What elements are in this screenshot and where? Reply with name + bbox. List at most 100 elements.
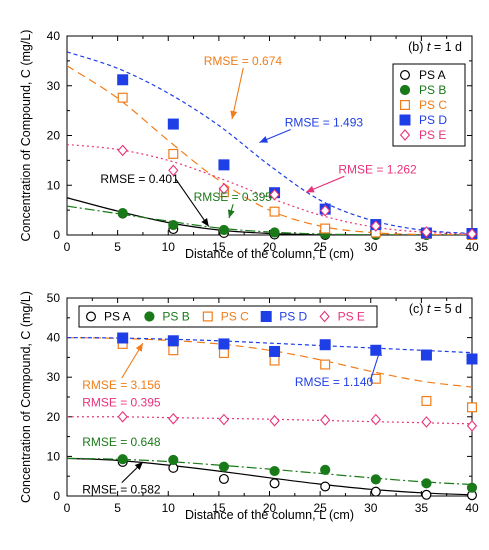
data-point-ps-d: [117, 74, 129, 86]
rmse-arrowhead: [375, 347, 382, 357]
rmse-arrowhead: [201, 217, 209, 227]
chart-panel-c: 0 5 10 15 20 25 30 35 40 0 10 20 30 40 50 Distance of t…: [19, 291, 479, 522]
x-tick-label: 30: [364, 501, 378, 515]
x-tick-label: 10: [162, 240, 176, 254]
x-tick-label: 20: [263, 240, 277, 254]
legend-marker-ps-c: [202, 311, 213, 322]
data-point-ps-d: [218, 159, 230, 171]
data-point-ps-b: [269, 465, 280, 477]
rmse-label: RMSE = 3.156: [82, 378, 161, 392]
x-tick-label: 0: [64, 501, 71, 515]
data-point-ps-a: [320, 481, 331, 492]
data-point-ps-c: [168, 148, 179, 159]
panel-letter: (c): [409, 302, 427, 316]
legend-entry: PS A: [104, 310, 131, 324]
fit-curve-ps-d: [67, 337, 472, 354]
data-point-ps-b: [117, 454, 128, 465]
data-point-ps-b: [370, 474, 381, 485]
data-point-ps-b: [269, 227, 280, 238]
fit-curves: [67, 337, 472, 496]
legend-marker-ps-d: [260, 311, 272, 322]
x-tick-label: 15: [212, 501, 226, 515]
time-variable: t: [427, 40, 431, 54]
annotations: RMSE = 3.156 RMSE = 0.395 RMSE = 1.140 RMSE…: [82, 342, 382, 497]
rmse-label: RMSE = 1.493: [285, 116, 364, 130]
rmse-label: RMSE = 1.140: [295, 375, 374, 389]
data-point-ps-d: [269, 345, 281, 357]
data-point-ps-e: [466, 420, 478, 432]
y-tick-label: 30: [47, 370, 61, 384]
data-point-ps-c: [320, 359, 331, 370]
data-point-ps-d: [466, 353, 478, 365]
legend-box: [78, 305, 378, 328]
legend-entry: PS D: [419, 113, 447, 127]
y-tick-label: 40: [47, 29, 61, 43]
legend-marker-ps-b: [399, 84, 411, 96]
rmse-label: RMSE = 0.648: [82, 435, 161, 449]
data-point-ps-e: [117, 144, 128, 157]
fit-curve-ps-a: [67, 197, 472, 235]
legend-marker-ps-e: [399, 129, 411, 141]
fit-curve-ps-e: [67, 416, 472, 425]
data-point-ps-a: [269, 478, 280, 489]
y-tick-label: 10: [47, 449, 61, 463]
rmse-arrowhead: [135, 343, 143, 352]
y-axis-label: Concentration of Compound, C (mg/L): [19, 291, 33, 503]
chart-panel-b: 0 5 10 15 20 25 30 35 40 0 10 20 30 40 Distance of the…: [19, 29, 479, 261]
data-point-ps-e: [168, 412, 179, 425]
x-tick-label: 40: [465, 240, 479, 254]
fit-curve-ps-a: [67, 457, 472, 496]
legend-marker-ps-b: [144, 311, 155, 322]
rmse-label: RMSE = 1.262: [338, 162, 417, 176]
x-tick-label: 5: [114, 240, 121, 254]
y-tick-label: 0: [53, 228, 60, 242]
data-point-ps-e: [269, 414, 280, 427]
panel-label: (b) t = 1 d: [408, 40, 462, 54]
data-point-ps-e: [320, 204, 331, 217]
annotations: RMSE = 0.674 RMSE = 1.493 RMSE = 1.262 RMSE…: [100, 54, 417, 227]
legend-entry: PS C: [419, 98, 447, 112]
data-point-ps-c: [467, 402, 478, 413]
data-point-ps-b: [168, 219, 179, 231]
legend-marker-ps-c: [400, 99, 411, 110]
rmse-arrowhead: [227, 209, 235, 219]
legend-entry: PS A: [419, 68, 446, 82]
data-point-ps-d: [218, 338, 230, 350]
rmse-arrowhead: [305, 185, 315, 193]
data-point-ps-c: [168, 345, 179, 356]
legend-marker-ps-d: [399, 114, 411, 126]
rmse-label: RMSE = 0.582: [82, 483, 161, 497]
legend: PS APS BPS CPS DPS E: [392, 63, 466, 147]
x-tick-label: 35: [415, 240, 429, 254]
data-point-ps-e: [421, 226, 432, 238]
data-point-ps-e: [269, 188, 280, 201]
data-point-ps-b: [421, 478, 432, 489]
data-point-ps-c: [269, 206, 280, 217]
x-tick-label: 5: [114, 501, 121, 515]
rmse-label: RMSE = 0.395: [194, 190, 273, 204]
time-value: = 5 d: [430, 302, 462, 316]
data-point-ps-c: [320, 223, 331, 234]
data-point-ps-e: [218, 413, 230, 426]
data-point-ps-c: [269, 355, 280, 366]
fit-curve-ps-b: [67, 457, 472, 486]
legend-entry: PS C: [221, 310, 249, 324]
y-tick-label: 30: [47, 79, 61, 93]
legend-entry: PS B: [419, 83, 446, 97]
x-tick-label: 10: [162, 501, 176, 515]
x-tick-label: 40: [465, 501, 479, 515]
x-tick-label: 20: [263, 501, 277, 515]
x-tick-label: 15: [212, 240, 226, 254]
data-point-ps-b: [117, 208, 128, 219]
data-point-ps-b: [218, 224, 230, 236]
data-point-ps-d: [117, 332, 129, 344]
legend-marker-ps-e: [319, 310, 330, 323]
x-tick-label: 25: [313, 240, 327, 254]
panel-letter: (b): [408, 40, 427, 54]
data-point-ps-e: [466, 228, 478, 240]
rmse-label: RMSE = 0.674: [204, 54, 283, 68]
data-point-ps-e: [168, 164, 179, 177]
x-axis-label: Distance of the column, L (cm): [185, 508, 354, 522]
